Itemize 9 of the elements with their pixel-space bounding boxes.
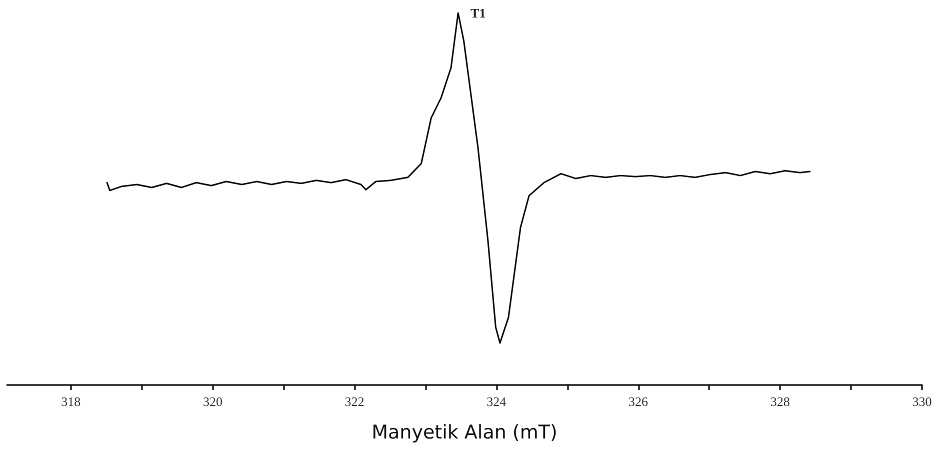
x-tick-label: 328: [770, 394, 790, 409]
annotation: T1: [470, 6, 486, 20]
x-tick-label: 318: [61, 394, 81, 409]
x-tick-label: 326: [628, 394, 649, 409]
x-tick-label: 324: [486, 394, 507, 409]
x-axis-title: Manyetik Alan (mT): [372, 422, 558, 444]
x-tick-label: 330: [912, 394, 932, 409]
x-tick-label: 320: [202, 394, 222, 409]
x-tick-label: 322: [344, 394, 364, 409]
